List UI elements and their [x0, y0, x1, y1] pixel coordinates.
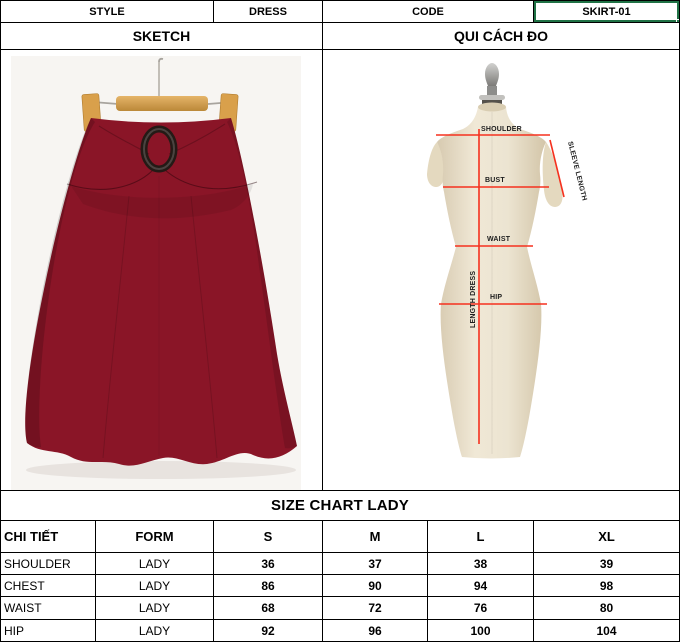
- hip-measure-label: HIP: [490, 294, 502, 301]
- row-chest-s[interactable]: 86: [214, 575, 323, 597]
- mannequin-body: [427, 102, 563, 459]
- size-chart-title[interactable]: SIZE CHART LADY: [1, 491, 680, 521]
- row-chest-m[interactable]: 90: [323, 575, 428, 597]
- style-value-cell[interactable]: DRESS: [214, 1, 323, 23]
- row-hip-l[interactable]: 100: [428, 620, 534, 642]
- col-header-m[interactable]: M: [323, 521, 428, 553]
- measurement-lines: [436, 129, 565, 444]
- row-waist-l[interactable]: 76: [428, 597, 534, 620]
- row-shoulder-form[interactable]: LADY: [96, 553, 214, 575]
- bust-measure-label: BUST: [485, 177, 505, 184]
- row-shoulder-s[interactable]: 36: [214, 553, 323, 575]
- style-label-cell[interactable]: STYLE: [1, 1, 214, 23]
- row-hip-s[interactable]: 92: [214, 620, 323, 642]
- row-shoulder-m[interactable]: 37: [323, 553, 428, 575]
- row-hip-form[interactable]: LADY: [96, 620, 214, 642]
- row-chest-form[interactable]: LADY: [96, 575, 214, 597]
- sleeve-length-measure-label: SLEEVE LENGTH: [566, 141, 588, 202]
- col-header-l[interactable]: L: [428, 521, 534, 553]
- row-waist-detail[interactable]: WAIST: [1, 597, 96, 620]
- skirt-sketch-svg: [25, 57, 297, 479]
- sketch-panel[interactable]: [1, 50, 323, 491]
- col-header-chi-tiet[interactable]: CHI TIẾT: [1, 521, 96, 553]
- row-shoulder-l[interactable]: 38: [428, 553, 534, 575]
- row-chest-xl[interactable]: 98: [534, 575, 680, 597]
- sketch-section-title[interactable]: SKETCH: [1, 23, 323, 50]
- hanger-bar: [116, 96, 208, 111]
- excel-fill-handle[interactable]: [676, 19, 679, 22]
- col-header-xl[interactable]: XL: [534, 521, 680, 553]
- row-shoulder-xl[interactable]: 39: [534, 553, 680, 575]
- mannequin-finial: [479, 63, 505, 104]
- row-chest-l[interactable]: 94: [428, 575, 534, 597]
- row-waist-xl[interactable]: 80: [534, 597, 680, 620]
- measure-section-title[interactable]: QUI CÁCH ĐO: [323, 23, 680, 50]
- skirt: [25, 118, 297, 466]
- skirt-shadow: [26, 461, 296, 479]
- code-label-cell[interactable]: CODE: [323, 1, 534, 23]
- skirt-photo: [11, 56, 301, 490]
- row-waist-s[interactable]: 68: [214, 597, 323, 620]
- row-hip-xl[interactable]: 104: [534, 620, 680, 642]
- row-shoulder-detail[interactable]: SHOULDER: [1, 553, 96, 575]
- row-chest-detail[interactable]: CHEST: [1, 575, 96, 597]
- row-hip-m[interactable]: 96: [323, 620, 428, 642]
- code-value-cell-selected[interactable]: SKIRT-01: [534, 1, 680, 23]
- code-value-text: SKIRT-01: [582, 5, 631, 18]
- col-header-form[interactable]: FORM: [96, 521, 214, 553]
- waist-buckle: [140, 125, 178, 173]
- row-waist-m[interactable]: 72: [323, 597, 428, 620]
- waist-measure-label: WAIST: [487, 236, 511, 243]
- mannequin-photo: SHOULDER SLEEVE LENGTH BUST WAIST LENGTH…: [323, 50, 679, 490]
- col-header-s[interactable]: S: [214, 521, 323, 553]
- row-waist-form[interactable]: LADY: [96, 597, 214, 620]
- length-dress-measure-label: LENGTH DRESS: [470, 271, 477, 328]
- mannequin-measure-diagram: SHOULDER SLEEVE LENGTH BUST WAIST LENGTH…: [427, 63, 588, 459]
- shoulder-measure-label: SHOULDER: [481, 126, 522, 133]
- measure-panel[interactable]: SHOULDER SLEEVE LENGTH BUST WAIST LENGTH…: [323, 50, 680, 491]
- row-hip-detail[interactable]: HIP: [1, 620, 96, 642]
